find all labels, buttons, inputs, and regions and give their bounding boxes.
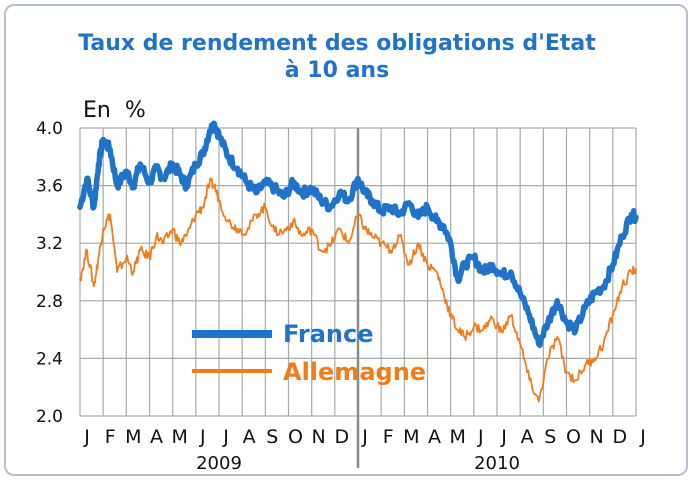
y-tick-label: 3.2 <box>36 234 63 254</box>
chart-subtitle: à 10 ans <box>285 58 389 83</box>
series-line-allemagne <box>79 177 637 403</box>
x-tick-label-month: J <box>199 426 206 448</box>
y-tick-label: 2.0 <box>36 407 63 427</box>
legend-label-france: France <box>283 320 373 348</box>
x-tick-label-month: J <box>222 426 229 448</box>
x-tick-label-month: N <box>590 426 604 448</box>
x-tick-label-month: J <box>361 426 368 448</box>
chart-title: Taux de rendement des obligations d'Etat <box>78 31 596 56</box>
x-tick-label-month: S <box>544 426 556 448</box>
x-tick-label-month: J <box>83 426 90 448</box>
y-tick-label: 2.4 <box>36 349 63 369</box>
legend: France Allemagne <box>192 320 426 386</box>
x-tick-label-month: F <box>383 426 394 448</box>
x-tick-label-month: M <box>171 426 187 448</box>
x-tick-label-month: J <box>639 426 646 448</box>
legend-label-allemagne: Allemagne <box>283 358 426 386</box>
y-tick-label: 4.0 <box>36 119 63 139</box>
legend-swatch-allemagne <box>192 369 272 373</box>
x-tick-label-month: N <box>312 426 326 448</box>
y-tick-label: 3.6 <box>36 177 63 197</box>
x-tick-label-month: F <box>105 426 116 448</box>
x-tick-label-month: A <box>150 426 163 448</box>
x-tick-label-month: S <box>266 426 278 448</box>
x-tick-label-month: O <box>566 426 581 448</box>
y-axis-unit-label: En % <box>83 98 146 123</box>
x-tick-label-month: J <box>477 426 484 448</box>
legend-swatch-france <box>192 330 272 338</box>
x-tick-label-month: A <box>521 426 534 448</box>
y-axis-ticks: 4.0 3.6 3.2 2.8 2.4 2.0 <box>36 119 63 427</box>
x-tick-label-month: D <box>613 426 628 448</box>
series-lines <box>77 120 639 403</box>
x-tick-label-month: M <box>449 426 465 448</box>
x-tick-label-month: O <box>288 426 303 448</box>
x-tick-label-month: M <box>403 426 419 448</box>
x-tick-label-month: A <box>243 426 256 448</box>
x-tick-label-year: 2010 <box>474 453 520 474</box>
y-tick-label: 2.8 <box>36 292 63 312</box>
x-tick-label-year: 2009 <box>196 453 242 474</box>
x-tick-label-month: A <box>428 426 441 448</box>
x-tick-label-month: M <box>125 426 141 448</box>
series-line-france <box>77 120 639 349</box>
x-tick-label-month: J <box>500 426 507 448</box>
x-tick-label-month: D <box>335 426 350 448</box>
